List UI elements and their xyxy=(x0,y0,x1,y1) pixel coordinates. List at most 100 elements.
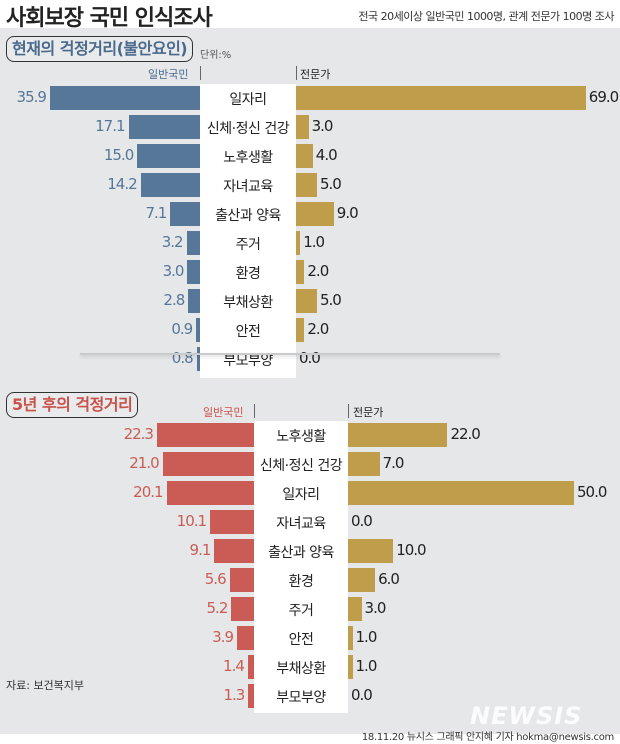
expert-value: 2.0 xyxy=(307,320,329,338)
public-value: 5.2 xyxy=(206,599,229,617)
expert-bar xyxy=(296,86,586,110)
public-value: 3.9 xyxy=(212,628,234,646)
expert-bar xyxy=(348,568,376,592)
expert-value: 7.0 xyxy=(382,454,405,472)
category-label: 주거 xyxy=(288,603,314,619)
chart-row: 1.3 부모부양 0.0 xyxy=(0,684,620,708)
expert-value: 0.0 xyxy=(351,686,373,704)
divider xyxy=(296,66,297,80)
unit-label: 단위:% xyxy=(200,50,232,61)
category-label: 자녀교육 xyxy=(223,179,273,195)
expert-value: 3.0 xyxy=(311,117,334,135)
public-bar xyxy=(231,597,254,621)
section1-public-header: 일반국민 xyxy=(148,68,189,81)
expert-value: 22.0 xyxy=(450,425,480,443)
public-value: 3.0 xyxy=(162,262,185,280)
category-label: 부채상환 xyxy=(276,661,326,677)
category-label: 노후생활 xyxy=(276,429,326,445)
public-bar xyxy=(196,347,200,371)
expert-value: 1.0 xyxy=(303,233,325,251)
public-value: 14.2 xyxy=(107,175,137,193)
expert-bar xyxy=(296,260,305,284)
category-label: 노후생활 xyxy=(223,150,273,166)
section1-title: 현재의 걱정거리(불안요인) xyxy=(6,36,194,62)
expert-bar xyxy=(348,626,353,650)
header: 사회보장 국민 인식조사 전국 20세이상 일반국민 1000명, 관계 전문가… xyxy=(0,0,620,31)
public-value: 10.1 xyxy=(176,512,207,530)
expert-value: 3.0 xyxy=(364,599,387,617)
expert-value: 9.0 xyxy=(336,204,359,222)
chart-row: 35.9 일자리 69.0 xyxy=(0,86,620,110)
public-bar xyxy=(140,173,200,197)
section2-category-column xyxy=(254,421,348,713)
public-value: 0.8 xyxy=(171,349,194,367)
public-bar xyxy=(188,289,200,313)
public-value: 2.8 xyxy=(163,291,185,309)
public-value: 22.3 xyxy=(123,425,154,443)
expert-value: 0.0 xyxy=(299,349,321,367)
public-bar xyxy=(196,318,200,342)
expert-bar xyxy=(296,115,309,139)
expert-value: 69.0 xyxy=(588,88,619,106)
expert-bar xyxy=(348,481,574,505)
public-value: 0.9 xyxy=(171,320,193,338)
divider xyxy=(254,404,255,418)
expert-bar xyxy=(296,231,301,255)
category-label: 부모부양 xyxy=(223,353,273,369)
section1-category-column xyxy=(200,84,296,378)
public-value: 21.0 xyxy=(129,454,159,472)
expert-bar xyxy=(296,144,313,168)
chart-row: 15.0 노후생활 4.0 xyxy=(0,144,620,168)
chart-row: 10.1 자녀교육 0.0 xyxy=(0,510,620,534)
expert-bar xyxy=(348,539,394,563)
public-bar xyxy=(248,684,254,708)
public-value: 35.9 xyxy=(16,88,47,106)
public-value: 9.1 xyxy=(189,541,212,559)
chart-row: 3.9 안전 1.0 xyxy=(0,626,620,650)
expert-bar xyxy=(296,289,317,313)
public-bar xyxy=(162,452,254,476)
chart-row: 5.2 주거 3.0 xyxy=(0,597,620,621)
public-value: 17.1 xyxy=(95,117,125,135)
public-bar xyxy=(49,86,200,110)
newsis-logo: NEWSIS xyxy=(470,702,583,730)
public-bar xyxy=(186,231,200,255)
public-bar xyxy=(128,115,200,139)
section2-expert-header: 전문가 xyxy=(353,406,384,419)
chart-row: 9.1 출산과 양육 10.0 xyxy=(0,539,620,563)
chart-row: 17.1 신체·정신 건강 3.0 xyxy=(0,115,620,139)
expert-bar xyxy=(348,655,353,679)
chart-row: 0.8 부모부양 0.0 xyxy=(0,347,620,371)
public-value: 1.3 xyxy=(223,686,245,704)
public-bar xyxy=(214,539,254,563)
chart-row: 1.4 부채상환 1.0 xyxy=(0,655,620,679)
category-label: 신체·정신 건강 xyxy=(206,121,290,137)
category-label: 출산과 양육 xyxy=(268,545,334,561)
expert-value: 1.0 xyxy=(355,628,378,646)
public-bar xyxy=(229,568,254,592)
category-label: 일자리 xyxy=(282,487,320,503)
public-value: 1.4 xyxy=(223,657,245,675)
chart-row: 21.0 신체·정신 건강 7.0 xyxy=(0,452,620,476)
public-value: 20.1 xyxy=(133,483,163,501)
public-bar xyxy=(247,655,254,679)
public-value: 7.1 xyxy=(145,204,167,222)
category-label: 일자리 xyxy=(229,92,267,108)
expert-value: 5.0 xyxy=(320,291,342,309)
public-value: 15.0 xyxy=(103,146,134,164)
category-label: 주거 xyxy=(235,237,261,253)
chart-row: 7.1 출산과 양육 9.0 xyxy=(0,202,620,226)
page-title: 사회보장 국민 인식조사 xyxy=(6,6,213,31)
category-label: 자녀교육 xyxy=(276,516,326,532)
public-value: 5.6 xyxy=(204,570,227,588)
category-label: 신체·정신 건강 xyxy=(259,458,343,474)
divider xyxy=(200,66,201,80)
divider xyxy=(348,404,349,418)
chart-row: 22.3 노후생활 22.0 xyxy=(0,423,620,447)
expert-value: 2.0 xyxy=(307,262,329,280)
category-label: 부채상환 xyxy=(223,295,273,311)
chart-row: 20.1 일자리 50.0 xyxy=(0,481,620,505)
expert-bar xyxy=(348,452,380,476)
section-separator xyxy=(80,353,500,355)
section2-public-header: 일반국민 xyxy=(203,406,244,419)
